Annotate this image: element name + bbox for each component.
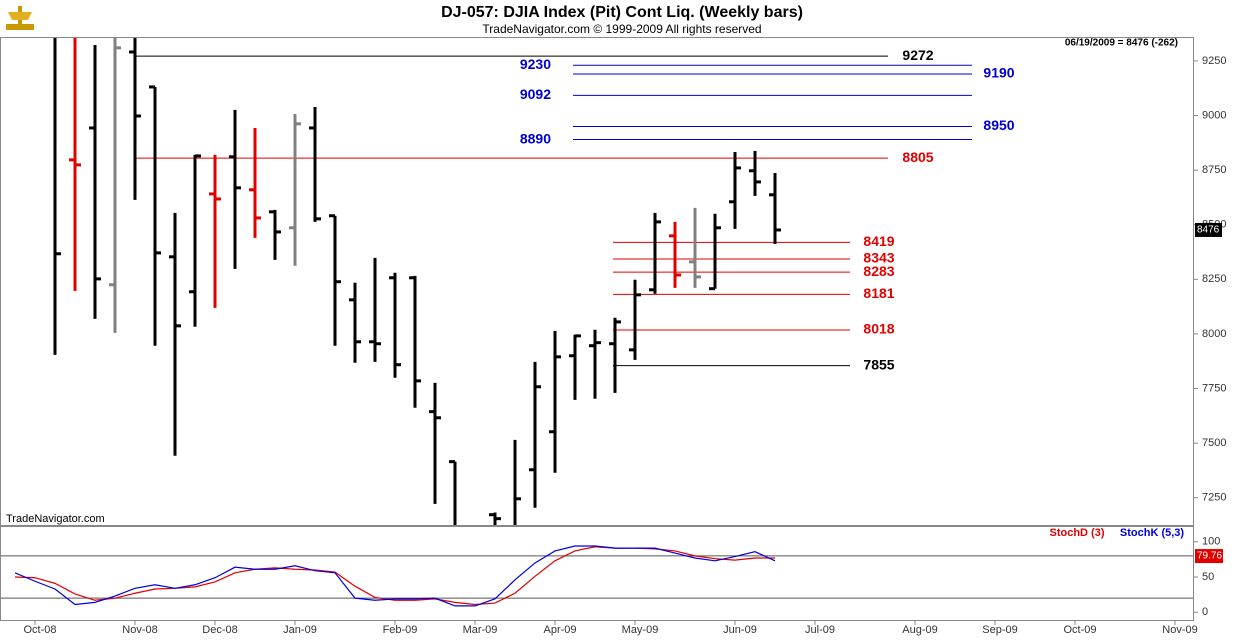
y-tick-label: 7750 (1202, 382, 1226, 394)
legend-entry: StochD (3) (1050, 527, 1105, 539)
y-tick-label: 9000 (1202, 109, 1226, 121)
y-tick-label: 7250 (1202, 492, 1226, 504)
x-tick-label: Apr-09 (543, 624, 576, 636)
x-tick-label: Sep-09 (982, 624, 1017, 636)
chart-subtitle: TradeNavigator.com © 1999-2009 All right… (482, 22, 761, 36)
stoch-plot (1, 545, 1193, 607)
x-tick-label: Oct-09 (1063, 624, 1096, 636)
stoch-line (14, 545, 776, 607)
x-tick-label: Nov-09 (1162, 624, 1197, 636)
x-tick-label: Oct-08 (23, 624, 56, 636)
watermark: TradeNavigator.com (6, 513, 105, 525)
y-tick-label: 7500 (1202, 437, 1226, 449)
level-label: 8419 (863, 233, 894, 249)
main-frame (0, 37, 1194, 526)
y-tick-label: 100 (1202, 536, 1220, 548)
last-price-label: 8476 (1197, 225, 1220, 236)
header-bg (0, 0, 1245, 38)
level-label: 8950 (983, 117, 1014, 133)
level-label: 8181 (863, 285, 894, 301)
last-value-label: 79.76 (1197, 551, 1222, 562)
level-label: 9272 (902, 47, 933, 63)
level-label: 8018 (863, 321, 894, 337)
y-tick-label: 8000 (1202, 328, 1226, 340)
x-tick-label: Dec-08 (202, 624, 237, 636)
level-label: 9230 (520, 56, 551, 72)
level-label: 8890 (520, 130, 551, 146)
y-tick-label: 9250 (1202, 55, 1226, 67)
level-label: 8283 (863, 263, 894, 279)
level-label: 7855 (863, 356, 894, 372)
x-tick-label: Mar-09 (463, 624, 498, 636)
last-price-box (1195, 222, 1222, 237)
x-tick-label: Jan-09 (283, 624, 317, 636)
x-tick-label: Nov-08 (122, 624, 157, 636)
y-tick-label: 50 (1202, 571, 1214, 583)
x-tick-label: Aug-09 (902, 624, 937, 636)
level-label: 8343 (863, 250, 894, 266)
x-tick-label: Jun-09 (723, 624, 757, 636)
y-tick-label: 8750 (1202, 164, 1226, 176)
level-label: 9092 (520, 86, 551, 102)
chart-title: DJ-057: DJIA Index (Pit) Cont Liq. (Week… (441, 4, 803, 21)
y-tick-label: 0 (1202, 606, 1208, 618)
x-tick-label: Jul-09 (805, 624, 835, 636)
x-tick-label: May-09 (622, 624, 659, 636)
main-plot (53, 38, 972, 525)
level-label: 8805 (902, 149, 933, 165)
level-label: 9190 (983, 65, 1014, 81)
y-tick-label: 8250 (1202, 273, 1226, 285)
legend-entry: StochK (5,3) (1120, 527, 1185, 539)
logo (6, 6, 34, 30)
x-tick-label: Feb-09 (383, 624, 418, 636)
last-value-box (1195, 549, 1223, 564)
quote: 06/19/2009 = 8476 (-262) (1065, 38, 1178, 49)
stoch-frame (0, 526, 1194, 621)
